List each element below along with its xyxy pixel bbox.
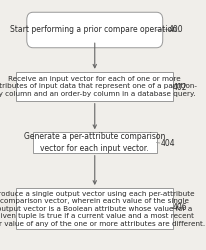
Text: Start performing a prior compare operation.: Start performing a prior compare operati… [10, 26, 179, 35]
Text: Produce a single output vector using each per-attribute
comparison vector, where: Produce a single output vector using eac… [0, 191, 205, 227]
Text: 406: 406 [173, 204, 188, 212]
FancyBboxPatch shape [27, 12, 163, 48]
Text: 402: 402 [173, 83, 187, 92]
Text: Generate a per-attribute comparison
vector for each input vector.: Generate a per-attribute comparison vect… [24, 132, 165, 152]
FancyBboxPatch shape [33, 132, 157, 153]
Text: 404: 404 [161, 138, 175, 147]
Text: Receive an input vector for each of one or more
attributes of input data that re: Receive an input vector for each of one … [0, 76, 197, 97]
FancyBboxPatch shape [16, 72, 173, 101]
Text: 400: 400 [169, 25, 184, 34]
FancyBboxPatch shape [16, 188, 173, 230]
